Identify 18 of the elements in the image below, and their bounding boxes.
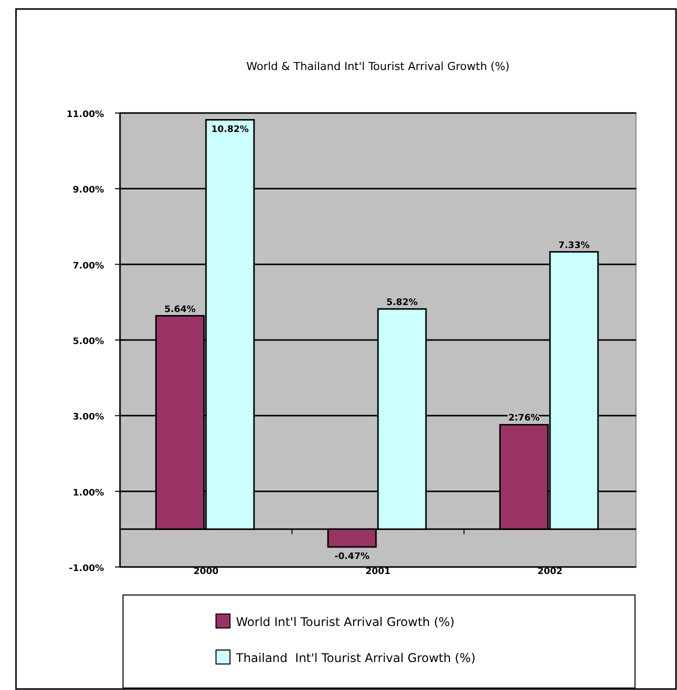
data-label: 5.64% bbox=[164, 304, 196, 315]
y-tick-label: 11.00% bbox=[66, 110, 104, 120]
legend-label: Thailand Int'l Tourist Arrival Growth (%) bbox=[235, 651, 476, 665]
data-label: 7.33% bbox=[558, 240, 590, 251]
y-tick-label: -1.00% bbox=[69, 564, 104, 574]
data-label: 5.82% bbox=[386, 298, 418, 308]
x-tick-label: 2002 bbox=[537, 567, 563, 577]
y-tick-label: 7.00% bbox=[72, 261, 104, 272]
data-label: -0.47% bbox=[334, 552, 370, 562]
x-tick-label: 2000 bbox=[193, 567, 219, 577]
x-tick-label: 2001 bbox=[365, 567, 391, 577]
data-label: 10.82% bbox=[211, 124, 249, 135]
y-tick-label: 3.00% bbox=[72, 412, 104, 423]
chart-title: World & Thailand Int'l Tourist Arrival Growth (%) bbox=[246, 60, 510, 73]
y-tick-label: 5.00% bbox=[72, 337, 104, 347]
legend-label: World Int'l Tourist Arrival Growth (%) bbox=[236, 615, 455, 629]
y-tick-label: 1.00% bbox=[72, 488, 104, 498]
y-tick-label: 9.00% bbox=[72, 186, 104, 196]
